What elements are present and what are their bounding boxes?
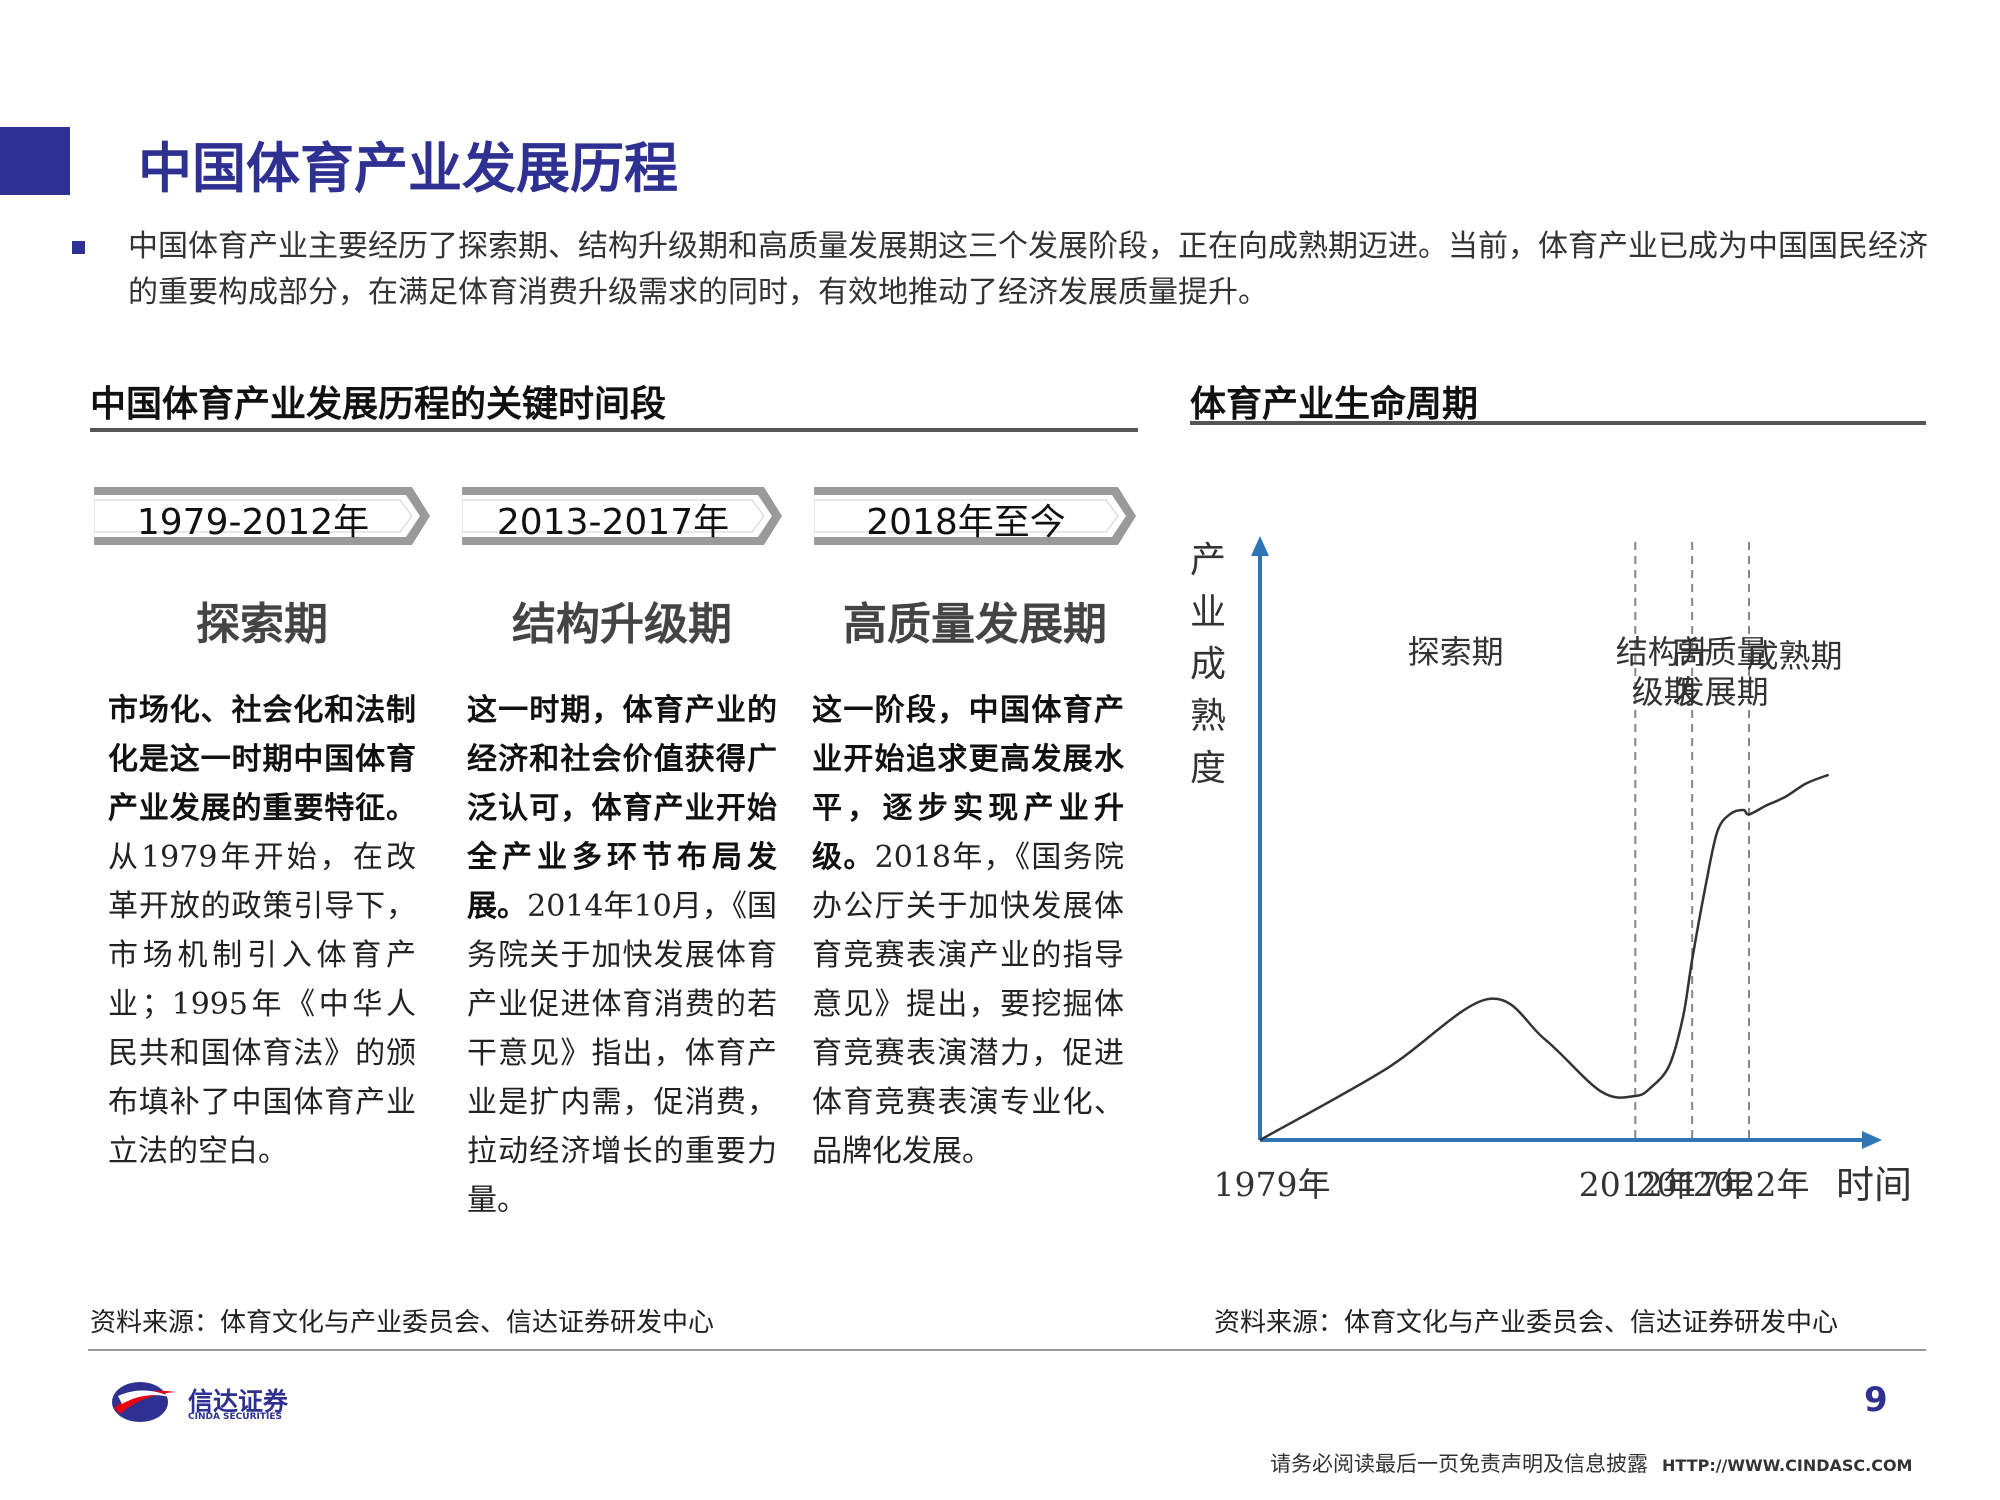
description-text: 2014年10月，《国务院关于加快发展体育产业促进体育消费的若干意见》指出，体育… — [467, 889, 777, 1218]
phase-label-4: 成熟期 — [1747, 637, 1843, 675]
disclaimer: 请务必阅读最后一页免责声明及信息披露 HTTP://WWW.CINDASC.COM — [1270, 1448, 1912, 1478]
x-tick-label: 1979年 — [1214, 1165, 1331, 1204]
period-description-2: 这一时期，体育产业的经济和社会价值获得广泛认可，体育产业开始全产业多环节布局发展… — [467, 686, 777, 1225]
right-section-heading: 体育产业生命周期 — [1190, 384, 1479, 425]
y-axis-label-char: 度 — [1190, 748, 1226, 789]
left-section-heading: 中国体育产业发展历程的关键时间段 — [90, 384, 667, 425]
x-axis-label: 时间 — [1836, 1163, 1912, 1207]
phase-label-2: 结构升 — [1616, 633, 1712, 671]
x-tick-label: 2012年 — [1579, 1165, 1696, 1204]
phase-label-3: 高质量 — [1673, 633, 1769, 671]
description-text: 从1979年开始，在改革开放的政策引导下，市场机制引入体育产业；1995年《中华… — [108, 840, 416, 1169]
right-source-note: 资料来源：体育文化与产业委员会、信达证券研发中心 — [1214, 1308, 1839, 1338]
stage-name-3: 高质量发展期 — [843, 599, 1107, 650]
period-banner-3: 2018年至今 — [814, 487, 1136, 545]
period-years-2: 2013-2017年 — [496, 502, 730, 543]
period-description-3: 这一阶段，中国体育产业开始追求更高发展水平，逐步实现产业升级。2018年，《国务… — [812, 686, 1124, 1176]
period-years-3: 2018年至今 — [866, 502, 1066, 543]
intro-paragraph: 中国体育产业主要经历了探索期、结构升级期和高质量发展期这三个发展阶段，正在向成熟… — [128, 229, 1928, 310]
title-accent-block — [0, 127, 70, 195]
logo-name: 信达证券 — [188, 1387, 289, 1416]
y-axis-label-char: 成 — [1190, 644, 1226, 685]
bullet-icon — [72, 241, 85, 254]
description-emphasis: 这一时期，体育产业的经济和社会价值获得广泛认可，体育产业开始全产业多环节布局发展… — [467, 693, 777, 924]
y-axis-arrow-icon — [1251, 536, 1269, 556]
x-tick-label: 2017年 — [1636, 1165, 1753, 1204]
phase-boundary-lines — [1634, 542, 1751, 1140]
phase-label-2: 级期 — [1632, 673, 1696, 711]
y-axis-label-char: 产 — [1190, 540, 1226, 581]
cinda-logo-icon — [112, 1382, 176, 1422]
y-axis-label-char: 业 — [1190, 592, 1226, 633]
description-text: 2018年，《国务院办公厅关于加快发展体育竞赛表演产业的指导意见》提出，要挖掘体… — [812, 840, 1124, 1169]
y-axis-label-char: 熟 — [1190, 696, 1226, 737]
logo-english-name: CINDA SECURITIES — [188, 1412, 282, 1422]
banner-arrow-shape — [814, 487, 1136, 545]
maturity-curve — [1259, 773, 1830, 1142]
banner-arrow-shape — [94, 487, 430, 545]
period-years-1: 1979-2012年 — [136, 502, 370, 543]
right-section-rule — [1190, 421, 1926, 425]
x-tick-label: 2022年 — [1693, 1165, 1810, 1204]
phase-label-3: 发展期 — [1673, 673, 1769, 711]
stage-name-1: 探索期 — [196, 599, 328, 650]
period-banner-2: 2013-2017年 — [462, 487, 782, 545]
website-link[interactable]: HTTP://WWW.CINDASC.COM — [1662, 1456, 1913, 1475]
description-emphasis: 这一阶段，中国体育产业开始追求更高发展水平，逐步实现产业升级。 — [812, 693, 1124, 875]
period-description-1: 市场化、社会化和法制化是这一时期中国体育产业发展的重要特征。从1979年开始，在… — [108, 686, 416, 1176]
disclaimer-text: 请务必阅读最后一页免责声明及信息披露 — [1270, 1452, 1648, 1476]
stage-name-2: 结构升级期 — [512, 599, 732, 650]
page-title: 中国体育产业发展历程 — [138, 137, 678, 200]
phase-label-1: 探索期 — [1408, 633, 1504, 671]
page-number: 9 — [1864, 1380, 1888, 1420]
banner-arrow-shape — [462, 487, 782, 545]
description-emphasis: 市场化、社会化和法制化是这一时期中国体育产业发展的重要特征。 — [108, 693, 416, 826]
left-section-rule — [90, 428, 1138, 432]
footer-rule — [88, 1349, 1926, 1351]
x-axis-arrow-icon — [1862, 1131, 1882, 1149]
left-source-note: 资料来源：体育文化与产业委员会、信达证券研发中心 — [90, 1308, 715, 1338]
period-banner-1: 1979-2012年 — [94, 487, 430, 545]
